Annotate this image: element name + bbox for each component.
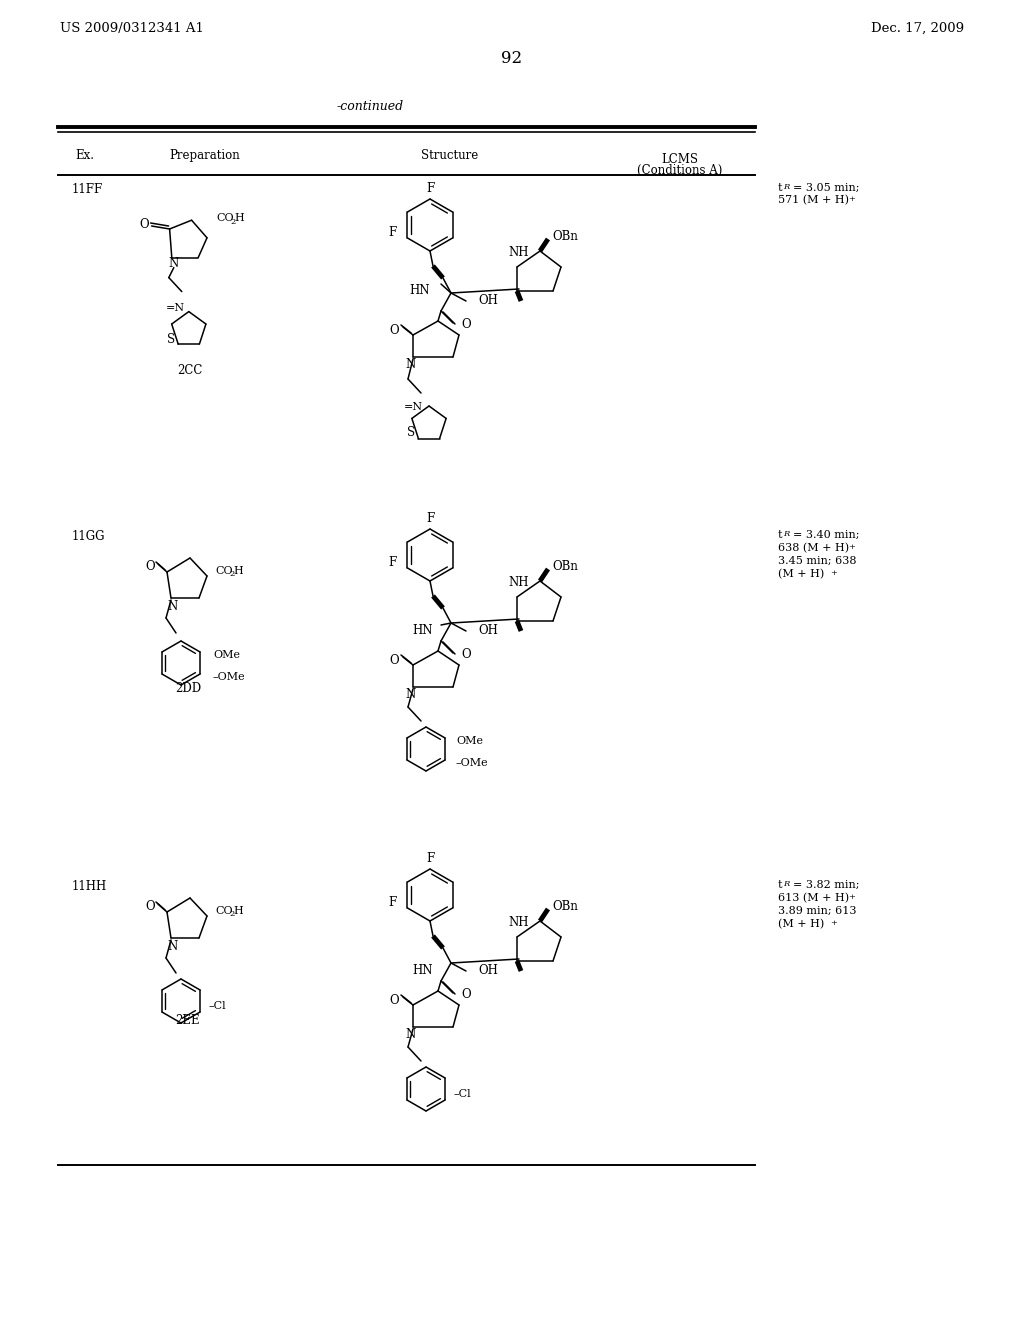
Text: OMe: OMe [213, 649, 240, 660]
Text: O: O [145, 561, 155, 573]
Text: 11FF: 11FF [72, 183, 103, 195]
Text: 2: 2 [229, 570, 234, 578]
Text: = 3.40 min;: = 3.40 min; [793, 531, 859, 540]
Text: H: H [233, 906, 243, 916]
Text: OH: OH [478, 294, 498, 308]
Text: –Cl: –Cl [209, 1001, 226, 1011]
Text: O: O [461, 318, 471, 331]
Text: 2CC: 2CC [177, 363, 203, 376]
Text: O: O [389, 323, 399, 337]
Text: HN: HN [413, 965, 433, 978]
Text: S: S [407, 426, 415, 440]
Text: = 3.05 min;: = 3.05 min; [793, 183, 859, 193]
Text: O: O [145, 900, 155, 913]
Text: S: S [167, 333, 175, 346]
Text: Structure: Structure [421, 149, 478, 162]
Text: NH: NH [509, 916, 529, 929]
Text: R: R [783, 531, 790, 539]
Text: O: O [461, 989, 471, 1002]
Text: -continued: -continued [337, 100, 403, 114]
Text: H: H [233, 566, 243, 576]
Text: O: O [389, 994, 399, 1006]
Text: 3.45 min; 638: 3.45 min; 638 [778, 556, 856, 566]
Text: CO: CO [215, 566, 232, 576]
Text: N: N [406, 359, 416, 371]
Text: 92: 92 [502, 50, 522, 67]
Text: F: F [426, 512, 434, 525]
Text: CO: CO [215, 906, 232, 916]
Text: F: F [388, 557, 396, 569]
Text: O: O [140, 219, 150, 231]
Text: R: R [783, 183, 790, 191]
Text: N: N [168, 940, 178, 953]
Text: O: O [461, 648, 471, 661]
Text: +: + [848, 543, 855, 550]
Text: OBn: OBn [552, 561, 578, 573]
Text: LCMS: LCMS [662, 153, 698, 166]
Text: t: t [778, 531, 782, 540]
Text: OMe: OMe [456, 737, 483, 746]
Text: H: H [234, 214, 245, 223]
Text: N: N [169, 257, 179, 271]
Text: N: N [168, 599, 178, 612]
Text: (M + H): (M + H) [778, 919, 824, 929]
Text: NH: NH [509, 577, 529, 590]
Text: 571 (M + H): 571 (M + H) [778, 195, 849, 206]
Text: 613 (M + H): 613 (M + H) [778, 894, 849, 903]
Text: US 2009/0312341 A1: US 2009/0312341 A1 [60, 22, 204, 36]
Text: +: + [830, 919, 837, 927]
Text: 2: 2 [229, 909, 234, 917]
Text: +: + [848, 894, 855, 902]
Text: –Cl: –Cl [454, 1089, 472, 1100]
Text: OBn: OBn [552, 900, 578, 913]
Text: 11GG: 11GG [72, 531, 105, 543]
Text: 11HH: 11HH [72, 880, 108, 894]
Text: F: F [426, 182, 434, 195]
Text: Dec. 17, 2009: Dec. 17, 2009 [870, 22, 964, 36]
Text: 2DD: 2DD [175, 681, 201, 694]
Text: Ex.: Ex. [75, 149, 94, 162]
Text: CO: CO [217, 214, 234, 223]
Text: HN: HN [410, 285, 430, 297]
Text: HN: HN [413, 624, 433, 638]
Text: +: + [830, 569, 837, 577]
Text: = 3.82 min;: = 3.82 min; [793, 880, 859, 890]
Text: (Conditions A): (Conditions A) [637, 164, 723, 177]
Text: 2: 2 [230, 218, 236, 226]
Text: F: F [426, 853, 434, 866]
Text: OBn: OBn [552, 231, 578, 243]
Text: N: N [406, 689, 416, 701]
Text: =N: =N [166, 302, 185, 313]
Text: t: t [778, 183, 782, 193]
Text: OH: OH [478, 965, 498, 978]
Text: 2EE: 2EE [176, 1014, 201, 1027]
Text: N: N [406, 1028, 416, 1041]
Text: =N: =N [404, 403, 423, 412]
Text: F: F [388, 227, 396, 239]
Text: 638 (M + H): 638 (M + H) [778, 543, 849, 553]
Text: –OMe: –OMe [213, 672, 246, 682]
Text: O: O [389, 653, 399, 667]
Text: –OMe: –OMe [456, 758, 488, 768]
Text: Preparation: Preparation [170, 149, 241, 162]
Text: NH: NH [509, 247, 529, 260]
Text: OH: OH [478, 624, 498, 638]
Text: (M + H): (M + H) [778, 569, 824, 579]
Text: 3.89 min; 613: 3.89 min; 613 [778, 906, 856, 916]
Text: R: R [783, 880, 790, 888]
Text: t: t [778, 880, 782, 890]
Text: +: + [848, 195, 855, 203]
Text: F: F [388, 896, 396, 909]
